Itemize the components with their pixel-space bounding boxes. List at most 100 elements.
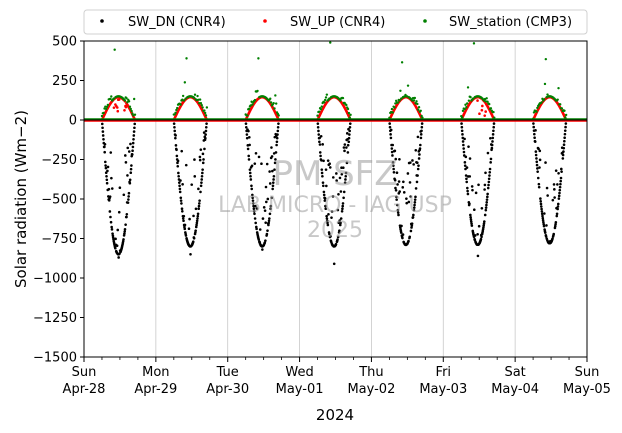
point-sw-station [339,99,342,102]
point-sw-dn [249,178,253,181]
point-sw-dn [412,213,415,217]
point-sw-dn [413,198,417,201]
point-sw-dn [563,139,566,143]
point-sw-station [465,106,468,109]
point-sw-dn [325,214,328,218]
point-sw-dn [405,201,408,205]
point-sw-dn [181,209,184,213]
point-sw-dn [174,136,177,140]
point-sw-dn [559,179,562,183]
point-sw-dn [323,197,327,200]
point-sw-station [123,99,127,102]
point-sw-dn [415,180,419,184]
point-sw-dn [491,136,495,140]
point-sw-station [113,48,116,51]
point-sw-dn [103,145,106,149]
point-sw-dn [389,136,393,140]
point-sw-dn [544,161,547,164]
x-axis-title: 2024 [316,406,354,424]
point-sw-dn [276,129,280,133]
point-sw-dn [105,181,109,185]
point-sw-dn [396,211,400,214]
point-sw-dn [326,159,330,162]
point-sw-dn [176,164,180,168]
point-sw-dn [183,223,187,227]
x-tick-date: May-04 [491,382,539,397]
point-sw-dn [184,234,188,237]
point-sw-dn [345,161,349,165]
point-sw-dn [175,154,179,158]
point-sw-dn [126,146,130,150]
point-sw-dn [560,170,563,173]
point-sw-dn [245,136,249,140]
point-sw-dn [488,174,491,177]
point-sw-dn [342,190,346,194]
point-sw-dn [558,185,562,189]
point-sw-dn [540,210,544,213]
point-sw-dn [328,166,332,169]
point-sw-dn [394,186,397,190]
point-sw-dn [540,207,543,211]
point-sw-dn [251,196,254,200]
point-sw-station [125,97,128,100]
point-sw-dn [200,174,204,178]
point-sw-dn [117,210,121,214]
point-sw-dn [535,163,539,167]
point-sw-dn [535,157,538,160]
point-sw-dn [126,174,129,177]
point-sw-dn [175,148,178,152]
point-sw-dn [338,229,341,232]
point-sw-dn [490,146,494,150]
point-sw-dn [193,158,196,161]
point-sw-station [174,111,177,115]
point-sw-dn [264,221,267,224]
point-sw-dn [556,183,559,186]
point-sw-station [102,111,105,115]
point-sw-dn [462,143,465,147]
point-sw-dn [396,183,399,186]
point-sw-station [488,102,491,106]
point-sw-dn [541,214,544,218]
point-sw-dn [275,143,278,147]
y-tick-label: −1250 [33,311,77,326]
point-sw-dn [131,149,134,152]
point-sw-dn [254,152,258,155]
point-sw-dn [110,176,113,180]
point-sw-dn [477,183,480,187]
point-sw-dn [123,228,127,231]
point-sw-dn [267,223,270,227]
point-sw-dn [253,217,257,220]
point-sw-dn [345,146,348,149]
point-sw-dn [199,148,203,151]
point-sw-station [200,104,203,107]
point-sw-dn [124,223,127,226]
point-sw-dn [177,171,180,175]
point-sw-station [274,94,277,97]
point-sw-dn [192,236,196,240]
point-sw-dn [198,155,202,159]
point-sw-dn [328,162,331,165]
point-sw-dn [274,158,277,161]
point-sw-dn [129,142,132,146]
point-sw-dn [407,239,410,243]
point-sw-dn [331,195,335,198]
point-sw-station [110,95,113,98]
point-sw-dn [533,136,536,139]
point-sw-dn [538,158,542,162]
point-sw-dn [561,153,565,157]
point-sw-dn [263,241,267,244]
point-sw-dn [392,167,395,171]
point-sw-dn [488,171,492,174]
point-sw-dn [400,224,403,228]
point-sw-dn [539,205,543,208]
point-sw-station [105,105,109,109]
point-sw-dn [101,126,104,130]
point-sw-dn [268,212,272,216]
point-sw-dn [346,151,350,154]
point-sw-station [277,114,280,117]
point-sw-dn [132,130,136,133]
point-sw-dn [272,178,275,181]
point-sw-dn [108,195,112,198]
point-sw-dn [202,158,205,161]
